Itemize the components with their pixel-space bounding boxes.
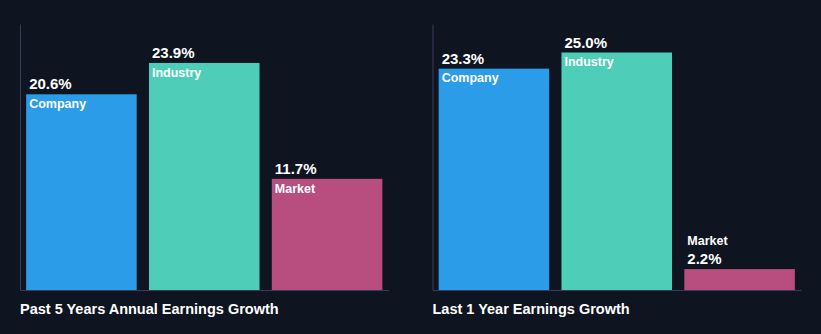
value-label: 23.9% — [152, 44, 195, 61]
bars — [26, 63, 382, 290]
x-axis — [433, 290, 802, 291]
bar — [149, 63, 260, 290]
category-label: Company — [29, 97, 86, 111]
chart-root: 20.6% Company 23.9% Industry 11.7% Market Past… — [0, 0, 821, 334]
category-label: Market — [275, 182, 316, 196]
category-label: Market — [687, 234, 728, 248]
bars — [439, 53, 795, 291]
category-label: Industry — [152, 66, 201, 80]
chart-title: Last 1 Year Earnings Growth — [433, 301, 630, 317]
axis-line — [433, 25, 434, 291]
value-label: 11.7% — [275, 160, 317, 177]
axis-line — [433, 290, 802, 291]
bar — [684, 269, 795, 290]
labels: 23.3% Company 25.0% Industry 2.2% Market — [442, 34, 729, 268]
value-label: 23.3% — [442, 50, 485, 67]
axis-line — [21, 290, 390, 291]
value-label: 25.0% — [564, 34, 607, 51]
labels: 20.6% Company 23.9% Industry 11.7% Market — [29, 44, 316, 196]
panel: 20.6% Company 23.9% Industry 11.7% Market Past… — [20, 25, 389, 318]
y-axis — [433, 25, 434, 291]
bar — [561, 53, 672, 291]
category-label: Company — [442, 71, 499, 85]
bar — [272, 179, 383, 290]
y-axis — [20, 25, 21, 291]
value-label: 2.2% — [687, 250, 721, 267]
chart-title: Past 5 Years Annual Earnings Growth — [20, 301, 279, 317]
bar — [26, 94, 137, 290]
category-label: Industry — [564, 55, 613, 69]
bar — [439, 69, 550, 290]
axis-line — [20, 25, 21, 291]
value-label: 20.6% — [29, 75, 72, 92]
panel: 23.3% Company 25.0% Industry 2.2% Market Last … — [433, 25, 802, 318]
x-axis — [21, 290, 390, 291]
